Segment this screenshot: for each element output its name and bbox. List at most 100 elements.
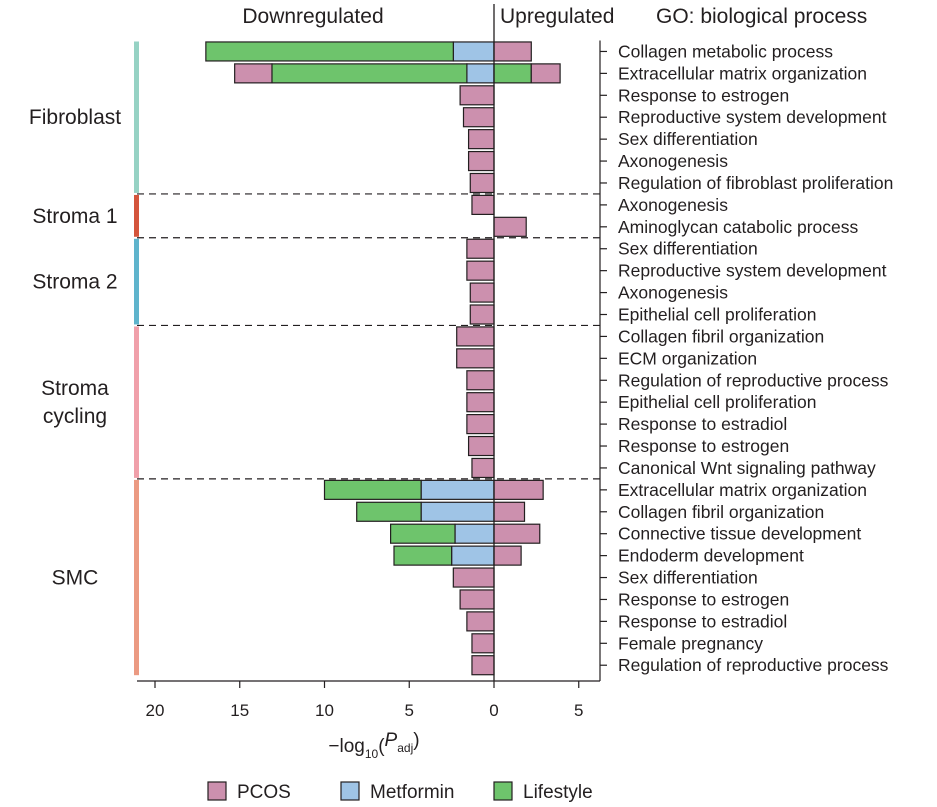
bar-pcos-up-row-23 [493,545,522,566]
go-term-label: Reproductive system development [618,261,887,281]
bar-metformin-down-row-0 [452,41,495,62]
bar-metformin-down-row-1 [466,63,495,84]
bar-pcos-down-row-3 [462,107,495,128]
x-axis-label-part: −log [328,736,364,757]
go-term-label: Epithelial cell proliferation [618,392,816,412]
go-term-label: Regulation of fibroblast proliferation [618,173,893,193]
bar-pcos-down-row-15 [466,370,495,391]
bar-lifestyle-down-row-23 [393,545,453,566]
group-label: Stroma 1 [32,205,117,228]
group-bar-stroma-2 [134,238,139,325]
x-tick-label: 5 [574,701,583,720]
group-bar-smc [134,479,139,676]
go-term-label: Axonogenesis [618,151,728,171]
bar-pcos-down-row-18 [467,435,495,457]
bar-pcos-down-row-28 [471,655,495,676]
bar-pcos-down-row-27 [471,633,495,654]
bar-pcos-down-row-14 [456,348,495,369]
go-term-label: Response to estradiol [618,611,787,631]
group-label: Fibroblast [29,106,121,129]
axes: 20 15 10 5 0 5 [137,4,607,720]
bar-pcos-down-row-1 [234,63,273,84]
group-label: Stroma 2 [32,271,117,294]
legend-swatch-metformin [340,781,360,801]
bar-pcos-down-row-16 [466,392,495,413]
group-label: SMC [52,567,99,590]
bar-marks [205,41,561,676]
go-term-label: Endoderm development [618,546,804,566]
go-term-label: Regulation of reproductive process [618,655,889,675]
go-process-header: GO: biological process [656,5,867,28]
bar-pcos-down-row-12 [469,304,495,325]
go-term-label: Response to estrogen [618,589,789,609]
bar-pcos-down-row-2 [459,85,495,106]
x-axis-label: −log10(Padj) [328,730,419,761]
bar-pcos-up-row-20 [493,479,544,500]
group-bar-stroma-1 [134,194,139,237]
bar-pcos-down-row-6 [469,172,495,194]
downregulated-header: Downregulated [242,5,383,28]
go-term-label: Extracellular matrix organization [618,63,867,83]
bar-pcos-down-row-9 [466,238,495,259]
x-tick-label: 10 [315,701,334,720]
x-axis-label-text: −log10(Padj) [328,730,419,761]
go-term-label: Collagen fibril organization [618,326,824,346]
bar-lifestyle-down-row-20 [323,479,422,500]
bar-pcos-up-row-8 [493,216,527,237]
bar-metformin-down-row-20 [420,479,495,500]
bar-pcos-down-row-13 [456,326,495,347]
group-bar-stroma-cycling [134,326,139,478]
go-term-label: Sex differentiation [618,129,758,149]
legend-swatch-pcos [207,781,227,801]
bar-pcos-down-row-24 [452,567,495,588]
go-term-label: Aminoglycan catabolic process [618,217,859,237]
bar-pcos-up-row-0 [493,41,532,62]
bar-lifestyle-up-row-1 [493,63,532,84]
bar-metformin-down-row-21 [420,501,495,522]
bar-pcos-up-row-22 [493,523,541,544]
bar-lifestyle-down-row-21 [356,501,422,522]
bar-pcos-down-row-19 [471,457,495,479]
go-term-label: ECM organization [618,348,757,368]
go-term-label: Axonogenesis [618,283,728,303]
go-term-label: Connective tissue development [618,524,861,544]
bar-pcos-down-row-5 [467,150,495,172]
x-tick-label: 15 [230,701,249,720]
group-label: Stroma [41,377,109,400]
x-axis-label-part: 10 [365,747,379,761]
go-term-label: Axonogenesis [618,195,728,215]
go-term-label: Sex differentiation [618,239,758,259]
bar-pcos-down-row-7 [471,194,495,215]
go-term-label: Canonical Wnt signaling pathway [618,458,876,478]
go-term-label: Extracellular matrix organization [618,480,867,500]
bar-pcos-down-row-4 [467,129,495,150]
group-label: cycling [43,405,107,428]
bar-lifestyle-down-row-1 [271,63,468,84]
x-axis-label-part: P [385,730,398,751]
legend-label-lifestyle: Lifestyle [523,782,593,803]
bar-lifestyle-down-row-0 [205,41,454,62]
legend[interactable]: PCOS Metformin Lifestyle [207,781,593,803]
bar-metformin-down-row-22 [454,523,495,544]
go-term-label: Female pregnancy [618,633,763,653]
bar-pcos-down-row-10 [466,260,495,281]
legend-swatch-lifestyle [493,781,513,801]
bar-pcos-down-row-25 [459,589,495,610]
bar-lifestyle-down-row-22 [390,523,456,544]
go-term-label: Sex differentiation [618,568,758,588]
x-axis-label-part: adj [397,741,413,755]
go-term-label: Response to estrogen [618,436,789,456]
legend-label-metformin: Metformin [370,782,454,803]
go-term-label: Response to estrogen [618,85,789,105]
go-term-label: Reproductive system development [618,107,887,127]
bar-pcos-down-row-26 [466,611,495,632]
bar-pcos-down-row-17 [466,414,495,435]
upregulated-header: Upregulated [500,5,614,28]
go-term-label: Regulation of reproductive process [618,370,889,390]
bar-pcos-down-row-11 [469,282,495,303]
bar-pcos-up-row-1 [530,63,561,84]
legend-label-pcos: PCOS [237,782,291,803]
bar-pcos-up-row-21 [493,501,526,522]
go-term-label: Collagen metabolic process [618,41,833,61]
